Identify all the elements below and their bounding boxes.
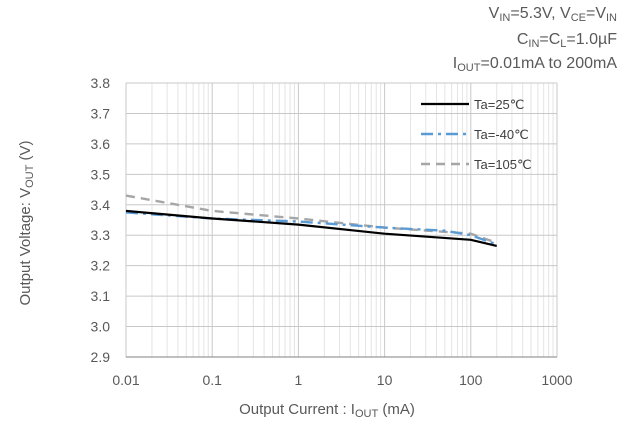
x-tick-label: 0.1 [202,372,222,388]
x-axis-title: Output Current : IOUT (mA) [239,401,415,420]
y-tick-label: 3.7 [91,105,111,121]
legend-label-0: Ta=25℃ [474,97,524,112]
cond1-b: =5.3V, V [510,5,571,22]
x-tick-label: 1 [295,372,303,388]
series-group [125,194,498,247]
y-axis-title-prefix: Output Voltage: V [17,188,34,306]
y-tick-label: 3.8 [91,75,111,91]
cond2-a: C [516,31,529,48]
legend-label-1: Ta=-40℃ [474,127,529,142]
cond2-b-sub: L [560,38,567,50]
cond1-a: V [488,5,500,22]
series-line-0 [125,209,497,247]
x-tick-label: 0.01 [112,372,139,388]
y-axis-title-sub: OUT [24,164,36,188]
y-tick-label: 3.5 [91,166,111,182]
cond2-b: =C [539,31,561,48]
cond1-c-sub: IN [606,12,617,24]
series-line-1 [125,211,498,246]
legend-label-2: Ta=105℃ [474,157,532,172]
y-tick-label: 2.9 [91,349,111,365]
cond1-c: =V [585,5,606,22]
y-tick-label: 3.3 [91,227,111,243]
x-tick-label: 1000 [541,372,572,388]
y-tick-label: 3.0 [91,319,111,335]
y-tick-label: 3.6 [91,136,111,152]
cond3-b: =0.01mA to 200mA [480,55,617,72]
cond1-b-sub: CE [570,12,586,24]
cond3-a-sub: OUT [457,62,481,74]
conditions-line-3: IOUT=0.01mA to 200mA [453,54,617,78]
x-axis-title-sub: OUT [355,408,379,420]
x-tick-label: 10 [377,372,393,388]
cond3-a: I [452,55,458,72]
series-line-2 [125,194,498,244]
conditions-line-1: VIN=5.3V, VCE=VIN [489,4,617,28]
cond2-a-sub: IN [528,38,540,50]
y-axis-title-suffix: (V) [17,141,34,165]
cond1-a-sub: IN [499,12,511,24]
x-axis-title-prefix: Output Current : I [239,401,355,418]
y-tick-label: 3.2 [91,258,111,274]
y-tick-label: 3.4 [91,197,111,213]
x-tick-label: 100 [459,372,483,388]
tick-labels: 0.01 0.1 1 10 100 1000 2.9 3.0 3.1 3.2 3.3 3.4 3.5 3.… [91,75,573,388]
x-axis-title-suffix: (mA) [378,401,415,418]
y-axis-title: Output Voltage: VOUT (V) [17,141,36,306]
cond2-c: =1.0µF [566,31,617,48]
y-tick-label: 3.1 [91,288,111,304]
conditions-line-2: CIN=CL=1.0µF [517,30,617,54]
grid [125,82,558,358]
legend: Ta=25℃ Ta=-40℃ Ta=105℃ [421,97,532,172]
